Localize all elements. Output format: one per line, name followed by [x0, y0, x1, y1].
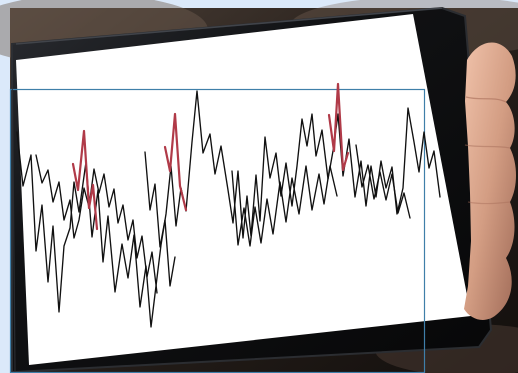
top-page-border [0, 0, 518, 8]
tablet-screen [16, 14, 471, 365]
red-zigzag-group [71, 82, 350, 231]
knuckle-line [465, 96, 507, 103]
left-page-border [0, 0, 10, 373]
tablet-left-edge [11, 43, 16, 373]
zigzag-line-group [16, 90, 441, 328]
finger-crease-line [464, 144, 511, 149]
holding-hand [464, 42, 516, 320]
tablet-top-highlight [15, 7, 443, 45]
finger-crease-line [467, 201, 511, 205]
